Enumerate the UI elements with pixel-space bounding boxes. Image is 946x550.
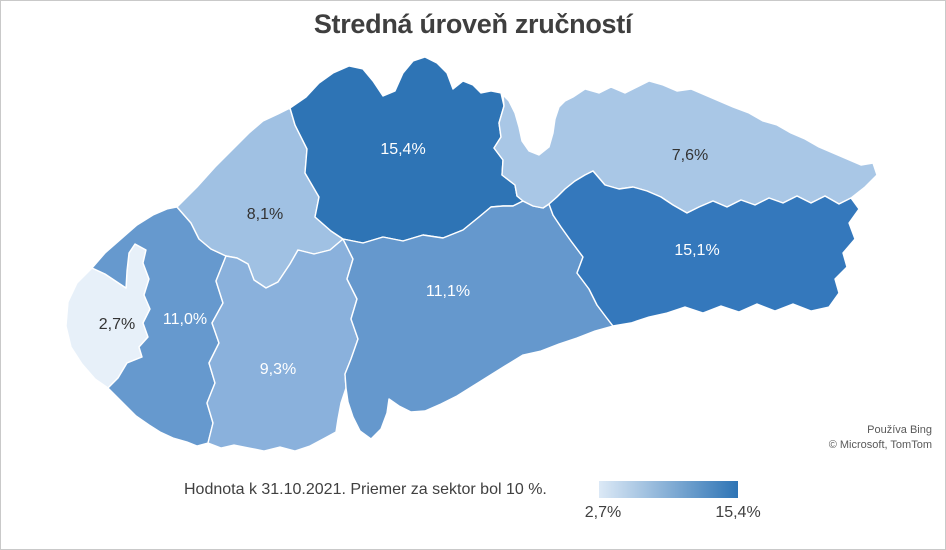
- region-value-label-r2: 11,0%: [163, 311, 207, 328]
- attribution-line-1: Používa Bing: [867, 424, 932, 436]
- map-region-r6[interactable]: [342, 200, 614, 440]
- region-value-label-r1: 2,7%: [99, 316, 135, 333]
- region-value-label-r6: 11,1%: [426, 283, 470, 300]
- region-value-label-r8: 15,1%: [674, 242, 719, 259]
- legend-min-label: 2,7%: [584, 504, 622, 521]
- region-value-label-r5: 9,3%: [260, 361, 296, 378]
- region-value-label-r4: 15,4%: [380, 141, 425, 158]
- page-title: Stredná úroveň zručností: [313, 9, 633, 39]
- map-region-r5[interactable]: [206, 238, 359, 452]
- region-value-label-r7: 7,6%: [672, 147, 708, 164]
- attribution-line-2: © Microsoft, TomTom: [828, 439, 932, 451]
- region-value-label-r3: 8,1%: [247, 206, 283, 223]
- legend-gradient-bar: [599, 481, 738, 498]
- caption-text: Hodnota k 31.10.2021. Priemer za sektor …: [184, 481, 547, 498]
- map-region-r8[interactable]: [548, 170, 860, 327]
- legend-max-label: 15,4%: [715, 504, 761, 521]
- map-attribution: Používa Bing © Microsoft, TomTom: [829, 423, 932, 453]
